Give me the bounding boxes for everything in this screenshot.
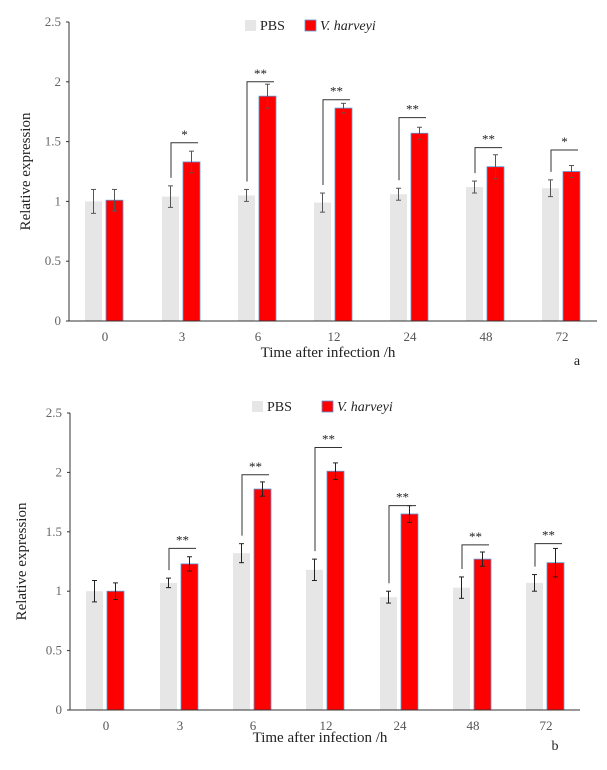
significance-label-12: ** (322, 431, 335, 446)
bar-vharveyi-72 (546, 562, 565, 711)
significance-bracket-72 (550, 149, 578, 172)
significance-bracket-48 (474, 147, 502, 174)
legend-label-pbs: PBS (267, 400, 292, 415)
x-tick-label-3: 3 (177, 718, 184, 733)
bar-pbs-3 (162, 196, 179, 321)
bar-pbs-0 (86, 591, 103, 710)
bar-pbs-12 (306, 569, 323, 710)
y-tick-label-2: 2 (55, 74, 62, 89)
y-tick-label-2: 2 (56, 464, 63, 479)
x-axis-label: Time after infection /h (253, 730, 388, 746)
legend-swatch-vharveyi (321, 400, 334, 413)
x-tick-label-6: 6 (255, 329, 262, 344)
significance-label-24: ** (396, 490, 409, 505)
bar-vharveyi-3 (180, 563, 199, 711)
bar-vharveyi-6 (253, 488, 272, 711)
x-tick-label-48: 48 (467, 718, 480, 733)
legend-swatch-vharveyi (304, 19, 317, 32)
significance-bracket-6 (246, 81, 274, 182)
legend-label-vharveyi: V. harveyi (337, 400, 393, 415)
significance-label-6: ** (249, 459, 262, 474)
x-tick-label-6: 6 (250, 718, 257, 733)
bar-pbs-48 (453, 587, 470, 710)
x-tick-label-24: 24 (404, 329, 418, 344)
bar-pbs-3 (160, 582, 177, 710)
significance-bracket-24 (388, 505, 416, 584)
x-tick-label-3: 3 (179, 329, 186, 344)
bar-vharveyi-24 (400, 513, 419, 711)
significance-label-12: ** (330, 84, 343, 99)
x-tick-label-48: 48 (480, 329, 493, 344)
significance-label-6: ** (254, 66, 267, 81)
y-axis-label: Relative expression (18, 112, 34, 230)
x-tick-label-24: 24 (394, 718, 408, 733)
bar-vharveyi-12 (334, 107, 353, 322)
x-tick-label-0: 0 (103, 718, 110, 733)
significance-bracket-48 (461, 544, 489, 569)
bar-vharveyi-3 (182, 161, 201, 322)
bar-vharveyi-0 (106, 590, 125, 711)
x-tick-label-12: 12 (328, 329, 341, 344)
bar-pbs-72 (526, 582, 543, 710)
significance-label-72: ** (542, 528, 555, 543)
y-tick-label-0.5: 0.5 (46, 643, 62, 658)
bar-vharveyi-72 (562, 171, 581, 322)
significance-label-24: ** (406, 102, 419, 117)
legend-label-pbs: PBS (260, 19, 285, 34)
bar-vharveyi-24 (410, 132, 429, 322)
y-tick-label-0: 0 (56, 702, 63, 717)
panel-label: b (552, 739, 559, 754)
bar-vharveyi-0 (105, 199, 124, 322)
x-tick-label-72: 72 (540, 718, 553, 733)
y-tick-label-1: 1 (56, 583, 63, 598)
significance-label-72: * (561, 134, 568, 149)
x-tick-label-72: 72 (556, 329, 569, 344)
y-tick-label-2.5: 2.5 (46, 405, 62, 420)
x-tick-label-0: 0 (102, 329, 109, 344)
bar-pbs-24 (380, 597, 397, 710)
bar-pbs-48 (466, 187, 483, 321)
x-axis-label: Time after infection /h (261, 345, 396, 361)
panel-label: a (574, 354, 581, 369)
significance-bracket-3 (168, 547, 196, 571)
significance-label-48: ** (469, 529, 482, 544)
significance-bracket-72 (534, 543, 562, 567)
significance-label-3: ** (176, 532, 189, 547)
bar-vharveyi-48 (473, 558, 492, 711)
bar-pbs-72 (542, 188, 559, 321)
bar-pbs-6 (238, 195, 255, 321)
bar-vharveyi-6 (258, 95, 277, 322)
significance-bracket-12 (314, 446, 342, 552)
y-tick-label-1: 1 (55, 193, 62, 208)
significance-label-3: * (181, 127, 188, 142)
legend-swatch-pbs (245, 20, 256, 31)
significance-bracket-3 (170, 142, 198, 178)
y-tick-label-0.5: 0.5 (45, 253, 61, 268)
bar-pbs-24 (390, 194, 407, 321)
significance-bracket-12 (322, 99, 350, 186)
significance-label-48: ** (482, 132, 495, 147)
y-tick-label-0: 0 (55, 313, 62, 328)
bar-vharveyi-48 (486, 166, 505, 322)
y-axis-label: Relative expression (14, 502, 30, 620)
significance-bracket-6 (241, 474, 269, 536)
y-tick-label-1.5: 1.5 (46, 524, 62, 539)
y-tick-label-2.5: 2.5 (45, 14, 61, 29)
y-tick-label-1.5: 1.5 (45, 134, 61, 149)
legend-swatch-pbs (252, 401, 263, 412)
bar-vharveyi-12 (326, 470, 345, 711)
legend-label-vharveyi: V. harveyi (320, 19, 376, 34)
significance-bracket-24 (398, 117, 426, 181)
bar-pbs-12 (314, 202, 331, 321)
x-tick-label-12: 12 (320, 718, 333, 733)
bar-pbs-0 (85, 201, 102, 321)
bar-pbs-6 (233, 553, 250, 710)
